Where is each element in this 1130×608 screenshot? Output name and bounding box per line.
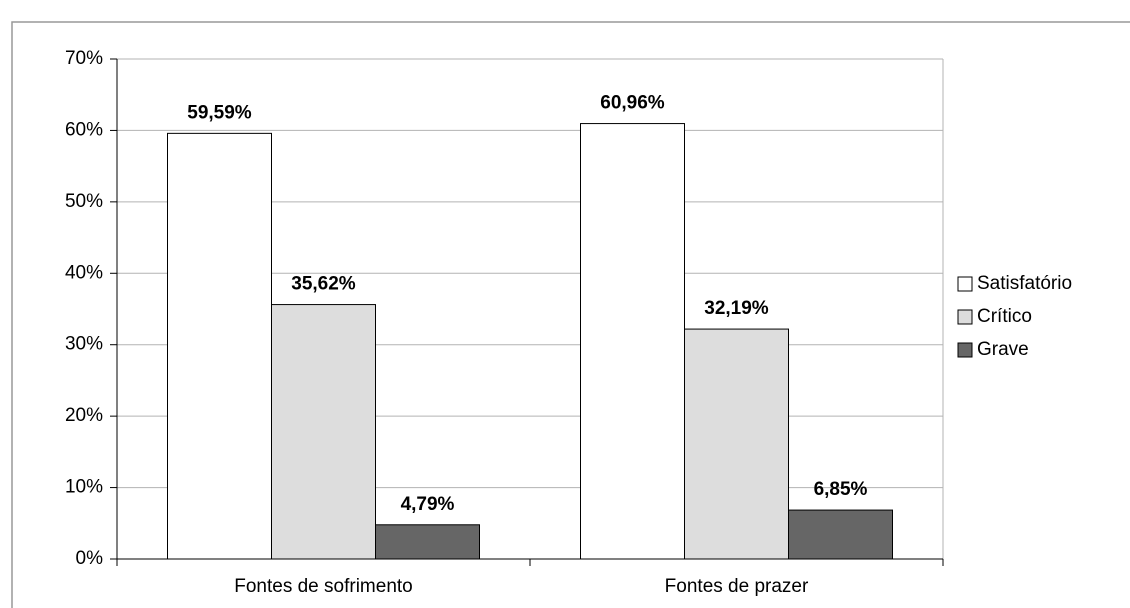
y-tick-label: 60% <box>65 119 103 140</box>
bar <box>788 509 893 560</box>
value-label: 4,79% <box>401 494 455 515</box>
value-label: 60,96% <box>600 93 665 114</box>
bar <box>271 304 376 560</box>
x-tick-label: Fontes de sofrimento <box>234 576 412 597</box>
bar <box>167 132 272 560</box>
bar <box>580 123 685 560</box>
value-label: 59,59% <box>187 102 252 123</box>
y-tick-label: 30% <box>65 334 103 355</box>
bar <box>684 328 789 560</box>
y-tick-label: 0% <box>76 548 104 569</box>
y-tick-label: 50% <box>65 191 103 212</box>
legend-label: Satisfatório <box>977 273 1072 294</box>
legend-label: Crítico <box>977 306 1032 327</box>
legend-swatch <box>957 276 973 292</box>
value-label: 6,85% <box>814 479 868 500</box>
y-tick-label: 70% <box>65 48 103 69</box>
chart-border <box>11 21 1130 608</box>
value-label: 35,62% <box>291 274 356 295</box>
y-tick-label: 20% <box>65 405 103 426</box>
legend-swatch <box>957 309 973 325</box>
bar <box>375 524 480 560</box>
legend-swatch <box>957 342 973 358</box>
x-tick-label: Fontes de prazer <box>665 576 809 597</box>
y-tick-label: 10% <box>65 477 103 498</box>
legend-label: Grave <box>977 339 1029 360</box>
value-label: 32,19% <box>704 298 769 319</box>
y-tick-label: 40% <box>65 262 103 283</box>
